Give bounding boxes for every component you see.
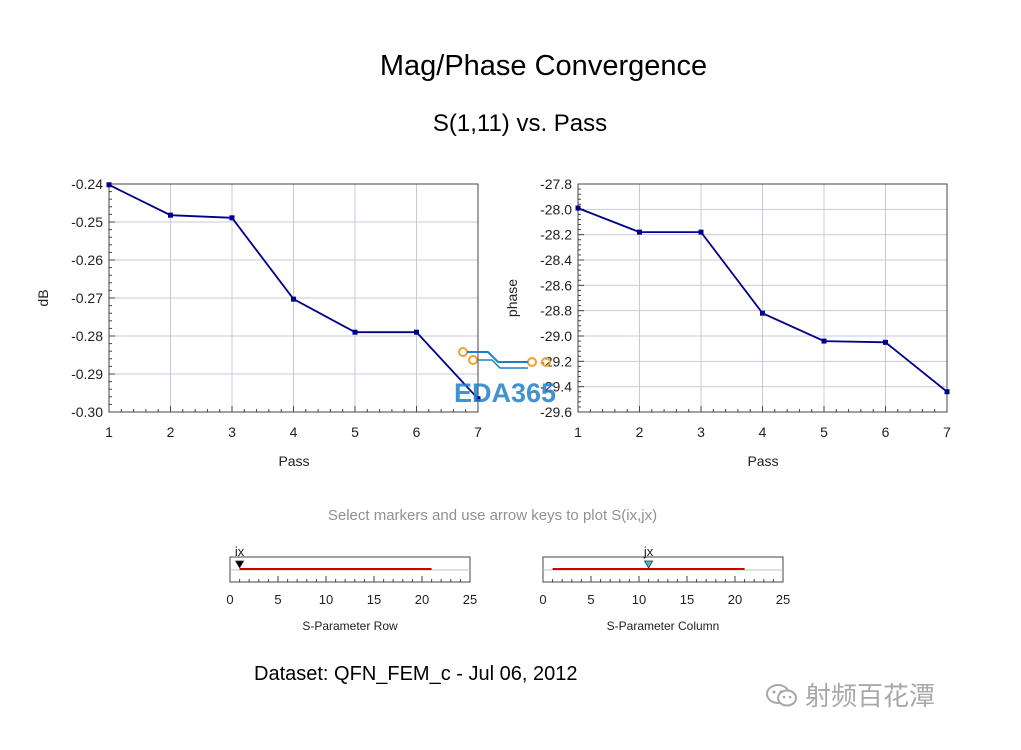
chart1-data-point <box>352 329 358 335</box>
chart2-y-tick-label: -28.6 <box>540 277 572 293</box>
chart1-x-axis-label: Pass <box>278 453 309 469</box>
slider1-tick-label: 20 <box>415 592 429 607</box>
chart2-y-tick-label: -28.8 <box>540 303 572 319</box>
wechat-icon <box>765 682 799 708</box>
page-title: Mag/Phase Convergence <box>379 50 708 82</box>
chart2-y-axis-label: phase <box>504 279 520 317</box>
chart1-y-axis-label: dB <box>35 289 51 306</box>
chart1-x-tick-label: 7 <box>474 424 482 440</box>
slider2-marker-icon[interactable] <box>643 560 654 569</box>
slider1-tick-label: 15 <box>367 592 381 607</box>
chart1-plot-frame <box>108 183 479 413</box>
chart2-data-point <box>944 389 950 395</box>
chart2-data-point <box>883 339 888 345</box>
chart2-x-tick-label: 1 <box>574 424 582 440</box>
logo-node-icon <box>527 357 537 367</box>
chart2-x-tick-label: 7 <box>943 424 951 440</box>
chart1-y-tick-label: -0.27 <box>71 290 103 306</box>
slider1-label: S-Parameter Row <box>302 619 398 633</box>
slider2-tick-label: 0 <box>539 592 546 607</box>
logo-trace <box>477 359 528 369</box>
chart1-y-tick-label: -0.29 <box>71 366 103 382</box>
chart2-x-tick-label: 2 <box>636 424 644 440</box>
instructions-text: Select markers and use arrow keys to plo… <box>327 507 658 524</box>
chart2-x-tick-label: 5 <box>820 424 828 440</box>
chart1-data-point <box>291 296 296 302</box>
chart2-x-tick-label: 6 <box>882 424 890 440</box>
wechat-watermark: 射频百花潭 <box>765 676 935 713</box>
slider2-tick-label: 5 <box>587 592 594 607</box>
chart1-data-point <box>106 182 112 188</box>
chart1-y-tick-label: -0.30 <box>71 404 103 420</box>
eda365-logo: EDA365 <box>454 347 556 408</box>
chart2-x-tick-label: 4 <box>759 424 767 440</box>
chart2-data-point <box>760 310 765 316</box>
logo-node-icon <box>458 347 468 357</box>
slider2-tick-label: 20 <box>728 592 742 607</box>
chart2-y-tick-label: -29.4 <box>540 379 572 395</box>
chart2-y-tick-label: -28.4 <box>540 252 572 268</box>
slider1-tick-label: 25 <box>463 592 477 607</box>
chart2-y-tick-label: -29.6 <box>540 404 572 420</box>
slider2-tick-label: 10 <box>632 592 646 607</box>
chart1-x-tick-label: 3 <box>228 424 236 440</box>
logo-node-icon <box>468 355 478 365</box>
chart2-y-tick-label: -29.0 <box>540 328 572 344</box>
chart2-y-tick-label: -28.0 <box>540 201 572 217</box>
chart2-data-point <box>575 205 581 211</box>
chart1-y-tick-label: -0.26 <box>71 252 103 268</box>
slider2-tick-label: 25 <box>776 592 790 607</box>
chart1-x-tick-label: 1 <box>105 424 113 440</box>
chart1-data-point <box>414 329 419 335</box>
chart1-y-tick-label: -0.28 <box>71 328 103 344</box>
chart1-data-point <box>168 212 173 218</box>
slider2-tick-label: 15 <box>680 592 694 607</box>
chart1-x-tick-label: 5 <box>351 424 359 440</box>
logo-trace <box>467 351 528 363</box>
chart1-x-tick-label: 6 <box>413 424 421 440</box>
chart1-x-tick-label: 4 <box>290 424 298 440</box>
chart2-plot-frame <box>577 183 948 413</box>
chart2-data-point <box>637 229 642 235</box>
slider1-marker-label: ix <box>235 544 245 559</box>
chart2-data-point <box>698 229 704 235</box>
chart2-y-tick-label: -29.2 <box>540 353 572 369</box>
chart2-data-point <box>821 338 827 344</box>
chart1-data-point <box>475 396 481 402</box>
plot-subtitle: S(1,11) vs. Pass <box>432 110 608 137</box>
wechat-watermark-text: 射频百花潭 <box>805 681 936 711</box>
chart2-y-tick-label: -28.2 <box>540 227 572 243</box>
chart1-y-tick-label: -0.24 <box>71 176 103 192</box>
chart1-data-point <box>229 215 235 221</box>
chart2-x-tick-label: 3 <box>697 424 705 440</box>
chart2-x-axis-label: Pass <box>747 453 778 469</box>
logo-text: EDA365 <box>454 378 556 408</box>
slider1-marker-icon[interactable] <box>234 560 245 569</box>
slider1-tick-label: 10 <box>319 592 333 607</box>
slider1-tick-label: 5 <box>274 592 281 607</box>
logo-node-icon <box>541 357 551 367</box>
chart2-y-tick-label: -27.8 <box>540 176 572 192</box>
dataset-label: Dataset: QFN_FEM_c - Jul 06, 2012 <box>254 663 578 685</box>
slider2-marker-label: jx <box>643 544 654 559</box>
slider1-tick-label: 0 <box>226 592 233 607</box>
chart1-y-tick-label: -0.25 <box>71 214 103 230</box>
chart1-x-tick-label: 2 <box>167 424 175 440</box>
slider2-label: S-Parameter Column <box>607 619 720 633</box>
